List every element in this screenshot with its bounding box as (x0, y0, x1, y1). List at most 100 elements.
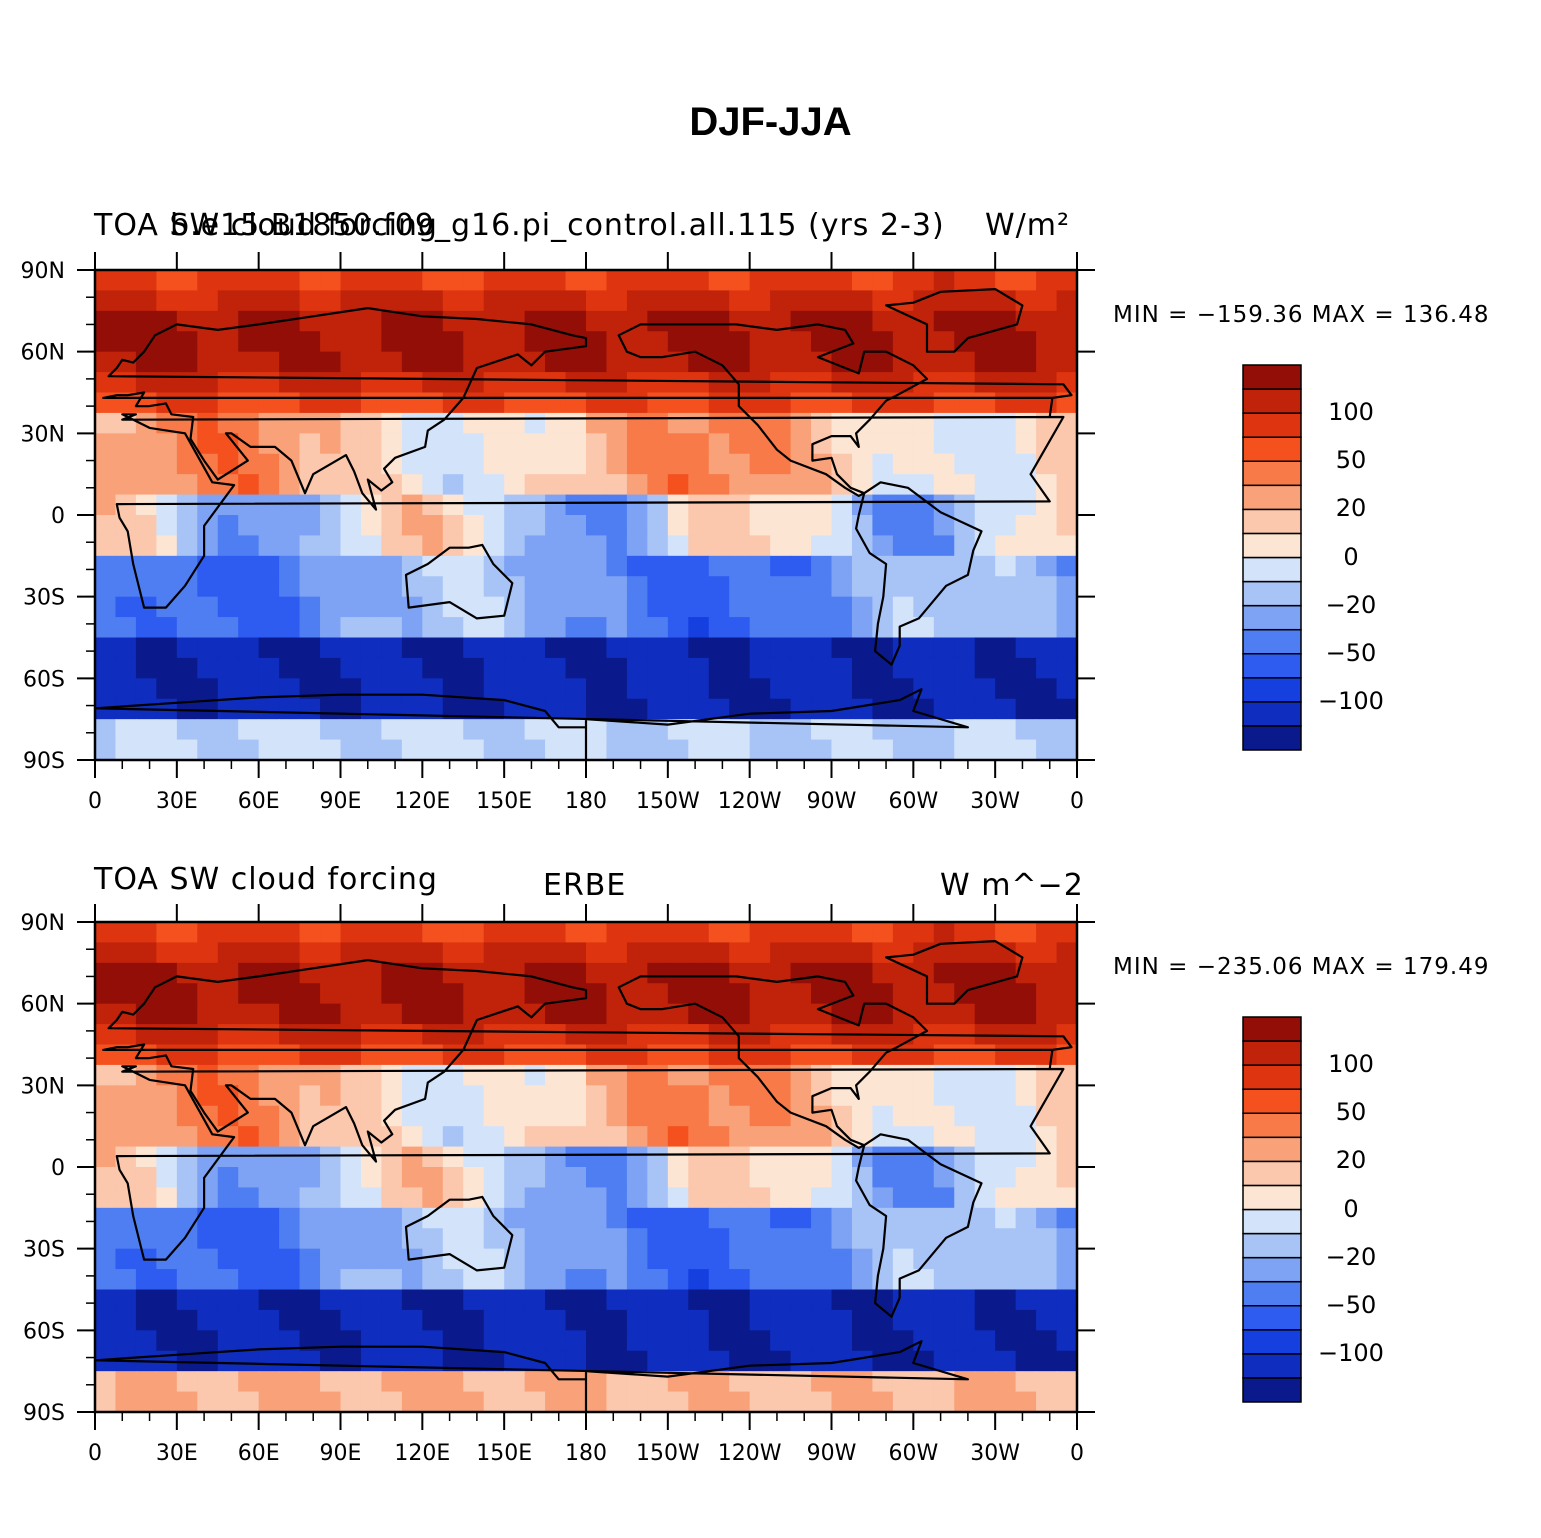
field-cell (790, 922, 812, 944)
field-cell (504, 983, 526, 1005)
field-cell (217, 515, 239, 537)
field-cell (176, 1126, 198, 1148)
field-cell (95, 1309, 117, 1331)
field-cell (340, 1167, 362, 1189)
field-cell (626, 657, 648, 679)
field-cell (790, 617, 812, 639)
field-cell (279, 1371, 301, 1393)
field-cell (565, 1167, 587, 1189)
field-cell (586, 433, 608, 455)
field-cell (1036, 372, 1058, 394)
field-cell (381, 1289, 403, 1311)
field-cell (626, 1105, 648, 1127)
field-cell (770, 1309, 792, 1331)
field-cell (360, 515, 383, 537)
field-cell (565, 1228, 587, 1250)
colorbar-label: −20 (1325, 1243, 1377, 1271)
field-cell (463, 1105, 485, 1127)
colorbar-label: 20 (1335, 494, 1367, 522)
field-cell (442, 1391, 464, 1413)
field-cell (811, 678, 833, 700)
field-cell (1015, 678, 1037, 700)
field-cell (483, 922, 505, 944)
field-cell (197, 310, 219, 332)
field-cell (545, 351, 567, 373)
field-cell (933, 1350, 955, 1372)
field-cell (606, 617, 628, 639)
field-cell (135, 290, 157, 312)
field-cell (197, 270, 219, 292)
field-cell (586, 270, 608, 292)
field-cell (667, 922, 689, 944)
field-cell (872, 1105, 894, 1127)
field-cell (381, 1085, 403, 1107)
field-cell (238, 576, 260, 598)
field-cell (708, 474, 730, 496)
field-cell (524, 535, 546, 557)
field-cell (954, 698, 976, 720)
field-cell (790, 1309, 812, 1331)
field-cell (217, 1350, 239, 1372)
field-cell (279, 1228, 301, 1250)
field-cell (647, 515, 669, 537)
field-cell (565, 351, 587, 373)
field-cell (504, 1309, 526, 1331)
field-cell (504, 719, 526, 741)
field-cell (176, 1105, 198, 1127)
field-cell (156, 474, 178, 496)
field-cell (606, 657, 628, 679)
field-cell (340, 515, 362, 537)
field-cell (299, 555, 321, 577)
field-cell (606, 1350, 628, 1372)
field-cell (381, 596, 403, 618)
field-cell (156, 637, 178, 659)
field-cell (749, 1269, 771, 1291)
field-cell (320, 555, 342, 577)
field-cell (238, 1248, 260, 1270)
field-cell (197, 942, 219, 964)
field-cell (422, 657, 444, 679)
field-cell (115, 739, 137, 761)
field-cell (320, 922, 342, 944)
colorbar-swatch (1242, 1064, 1302, 1090)
field-cell (95, 1003, 117, 1025)
field-cell (545, 942, 567, 964)
field-cell (299, 983, 321, 1005)
field-cell (1036, 1289, 1058, 1311)
field-cell (729, 1248, 751, 1270)
field-cell (770, 270, 792, 292)
field-cell (892, 270, 914, 292)
field-cell (381, 1309, 403, 1331)
field-cell (463, 576, 485, 598)
field-cell (545, 290, 567, 312)
field-cell (995, 290, 1017, 312)
field-cell (442, 1146, 464, 1168)
field-cell (708, 433, 730, 455)
field-cell (933, 1391, 955, 1413)
field-cell (1015, 555, 1037, 577)
field-cell (626, 1269, 648, 1291)
field-cell (238, 1350, 260, 1372)
field-cell (320, 270, 342, 292)
field-cell (504, 1085, 526, 1107)
field-cell (504, 1371, 526, 1393)
field-cell (1056, 1003, 1078, 1025)
field-cell (524, 515, 546, 537)
field-cell (401, 372, 423, 394)
field-cell (279, 290, 301, 312)
field-cell (115, 719, 137, 741)
coastline (884, 287, 1024, 353)
field-cell (749, 617, 771, 639)
field-cell (95, 555, 117, 577)
colorbar-swatch (1242, 388, 1302, 414)
field-cell (913, 1248, 935, 1270)
field-cell (279, 1330, 301, 1352)
field-cell (688, 1330, 710, 1352)
field-cell (545, 1085, 567, 1107)
field-cell (1015, 617, 1037, 639)
field-cell (811, 1350, 833, 1372)
field-cell (770, 515, 792, 537)
field-cell (831, 983, 853, 1005)
field-cell (258, 719, 280, 741)
field-cell (115, 942, 137, 964)
